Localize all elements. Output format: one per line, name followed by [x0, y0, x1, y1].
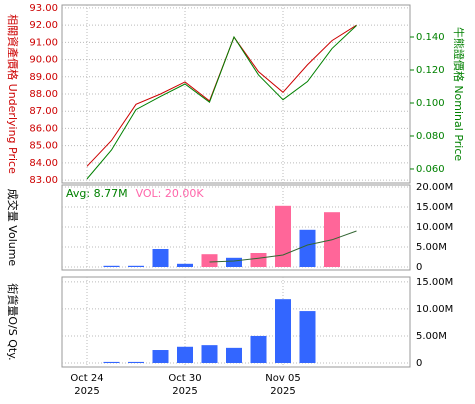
y-tick-label: 84.00: [29, 158, 58, 169]
bar: [152, 350, 169, 363]
avg-line: [209, 230, 357, 263]
series-line: [86, 25, 357, 180]
y-tick-label: 20.00M: [416, 182, 453, 193]
y-tick-label: 92.00: [29, 20, 58, 31]
y-tick-label: 15.00M: [416, 202, 453, 213]
y-tick-label: 88.00: [29, 89, 58, 100]
y-tick-label: 89.00: [29, 72, 58, 83]
bar: [299, 311, 316, 363]
legend-entry: VOL: 20.00K: [136, 187, 205, 200]
y-axis-label: 街貨量O/S Qty.: [6, 283, 20, 360]
bar: [103, 265, 120, 267]
y-tick-label: 15.00M: [416, 277, 453, 288]
panel-frame: [61, 276, 411, 368]
y2-tick-label: 0.140: [416, 32, 445, 43]
bar: [152, 249, 169, 267]
y-tick-label: 83.00: [29, 175, 58, 186]
bar: [103, 361, 120, 363]
y-axis-label: 相關資產價格 Underlying Price: [6, 14, 20, 174]
y-tick-label: 85.00: [29, 141, 58, 152]
bar: [299, 229, 316, 267]
y2-axis-label: 牛熊證價格 Nominal Price: [452, 27, 466, 162]
legend-entry: Avg: 8.77M: [66, 187, 128, 200]
bar: [128, 361, 144, 363]
y-tick-label: 86.00: [29, 123, 58, 134]
y-tick-label: 90.00: [29, 55, 58, 66]
bar: [250, 253, 267, 267]
bar: [177, 346, 193, 363]
bar: [201, 345, 218, 363]
y2-tick-label: 0.060: [416, 164, 445, 175]
bar: [275, 299, 291, 363]
y-tick-label: 5.00M: [416, 242, 447, 253]
y-tick-label: 87.00: [29, 106, 58, 117]
bar: [177, 263, 193, 267]
y-tick-label: 91.00: [29, 37, 58, 48]
bar: [128, 265, 144, 267]
y-tick-label: 10.00M: [416, 304, 453, 315]
y-tick-label: 0: [416, 358, 422, 369]
bar: [226, 257, 242, 267]
y-tick-label: 93.00: [29, 3, 58, 14]
bar: [275, 205, 291, 267]
y-tick-label: 10.00M: [416, 222, 453, 233]
y-tick-label: 5.00M: [416, 331, 447, 342]
bar: [226, 347, 242, 363]
series-line: [86, 24, 357, 167]
y2-tick-label: 0.120: [416, 65, 445, 76]
bar: [250, 335, 267, 363]
y2-tick-label: 0.080: [416, 131, 445, 142]
x-tick-label: Oct 30 2025: [168, 373, 202, 397]
x-tick-label: Nov 05 2025: [265, 373, 301, 397]
y-tick-label: 0: [416, 262, 422, 273]
x-tick-label: Oct 24 2025: [70, 373, 104, 397]
y-axis-label: 成交量 Volume: [6, 189, 20, 267]
y2-tick-label: 0.100: [416, 98, 445, 109]
bar: [201, 254, 218, 267]
